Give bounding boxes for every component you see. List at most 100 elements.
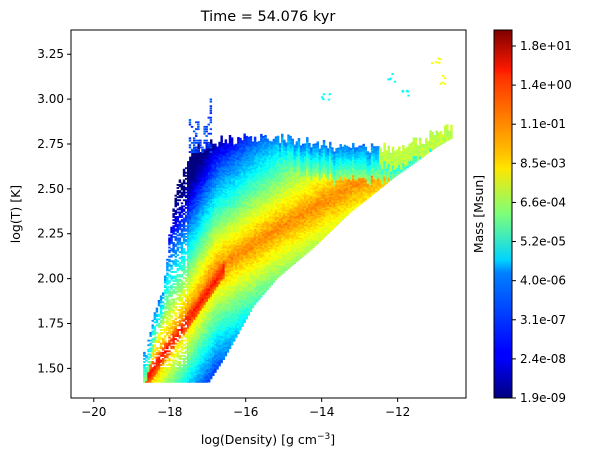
heatmap-cell (207, 209, 211, 212)
heatmap-cell (220, 162, 223, 165)
heatmap-cell (191, 348, 194, 351)
heatmap-cell (201, 370, 205, 373)
heatmap-cell (195, 267, 198, 270)
heatmap-cell (216, 343, 219, 346)
heatmap-cell (207, 347, 211, 349)
heatmap-cell (155, 370, 159, 373)
heatmap-cell (151, 362, 154, 365)
heatmap-cell (174, 307, 177, 310)
heatmap-cell (232, 184, 236, 186)
heatmap-cell (205, 159, 209, 162)
heatmap-cell (191, 196, 194, 199)
heatmap-cell (214, 332, 217, 335)
heatmap-cell (210, 153, 213, 155)
heatmap-cell (220, 346, 223, 348)
heatmap-cell (216, 241, 219, 243)
heatmap-cell (187, 287, 190, 290)
heatmap-cell (168, 350, 171, 353)
heatmap-cell (159, 344, 163, 347)
heatmap-cell (172, 214, 175, 217)
heatmap-cell (237, 193, 240, 196)
heatmap-cell (199, 373, 202, 376)
heatmap-cell (228, 234, 232, 237)
heatmap-cell (187, 184, 190, 186)
heatmap-cell (164, 341, 167, 344)
heatmap-cell (168, 280, 171, 283)
heatmap-cell (237, 147, 240, 150)
heatmap-cell (164, 374, 167, 377)
heatmap-cell (230, 172, 234, 175)
heatmap-cell (199, 258, 202, 261)
heatmap-cell (174, 330, 177, 333)
heatmap-cell (191, 170, 194, 173)
heatmap-cell (210, 142, 213, 145)
heatmap-cell (195, 313, 198, 316)
heatmap-cell (174, 368, 177, 371)
heatmap-cell (239, 223, 242, 226)
heatmap-cell (203, 242, 207, 244)
heatmap-cell (218, 178, 221, 181)
heatmap-cell (180, 255, 184, 258)
heatmap-cell (193, 374, 196, 377)
heatmap-cell (180, 260, 184, 263)
heatmap-cell (176, 238, 180, 241)
heatmap-cell (212, 354, 215, 357)
heatmap-cell (205, 361, 209, 363)
heatmap-cell (187, 304, 190, 307)
heatmap-cell (157, 361, 161, 363)
heatmap-cell (235, 319, 238, 322)
heatmap-cell (178, 284, 182, 287)
heatmap-cell (199, 213, 202, 215)
heatmap-cell (149, 339, 152, 342)
heatmap-cell (193, 293, 196, 296)
heatmap-cell (235, 157, 238, 160)
heatmap-cell (205, 161, 209, 164)
heatmap-cell (180, 246, 184, 249)
heatmap-cell (164, 284, 167, 287)
heatmap-cell (201, 278, 205, 281)
heatmap-cell (216, 340, 219, 343)
heatmap-cell (155, 364, 159, 366)
heatmap-cell (220, 298, 223, 301)
heatmap-cell (187, 182, 190, 185)
heatmap-cell (166, 373, 169, 376)
heatmap-cell (237, 330, 240, 333)
heatmap-cell (205, 350, 209, 353)
heatmap-cell (184, 365, 188, 368)
heatmap-cell (212, 244, 215, 247)
heatmap-cell (201, 263, 205, 266)
heatmap-cell (178, 206, 182, 209)
heatmap-cell (197, 245, 200, 247)
heatmap-cell (210, 180, 213, 183)
heatmap-cell (212, 332, 215, 335)
heatmap-cell (197, 344, 200, 347)
heatmap-cell (203, 271, 207, 273)
heatmap-cell (226, 335, 230, 338)
heatmap-cell (191, 269, 194, 272)
heatmap-cell (172, 260, 175, 263)
heatmap-cell (155, 310, 159, 313)
heatmap-cell (224, 348, 228, 351)
heatmap-cell (203, 354, 207, 357)
heatmap-cell (207, 272, 211, 275)
heatmap-cell (178, 246, 182, 249)
heatmap-cell (184, 295, 188, 298)
heatmap-cell (205, 200, 209, 203)
heatmap-cell (184, 167, 188, 170)
heatmap-cell (220, 236, 223, 239)
heatmap-cell (193, 179, 196, 182)
heatmap-cell (168, 274, 171, 276)
heatmap-cell (184, 182, 188, 185)
heatmap-cell (214, 151, 217, 154)
heatmap-cell (189, 182, 192, 185)
heatmap-cell (218, 218, 221, 220)
heatmap-cell (222, 182, 225, 185)
heatmap-cell (214, 369, 217, 372)
heatmap-cell (224, 313, 228, 316)
heatmap-cell (199, 283, 202, 286)
heatmap-cell (210, 220, 213, 223)
heatmap-cell (151, 353, 154, 356)
heatmap-cell (201, 284, 205, 287)
heatmap-cell (237, 254, 240, 257)
heatmap-cell (210, 360, 213, 363)
